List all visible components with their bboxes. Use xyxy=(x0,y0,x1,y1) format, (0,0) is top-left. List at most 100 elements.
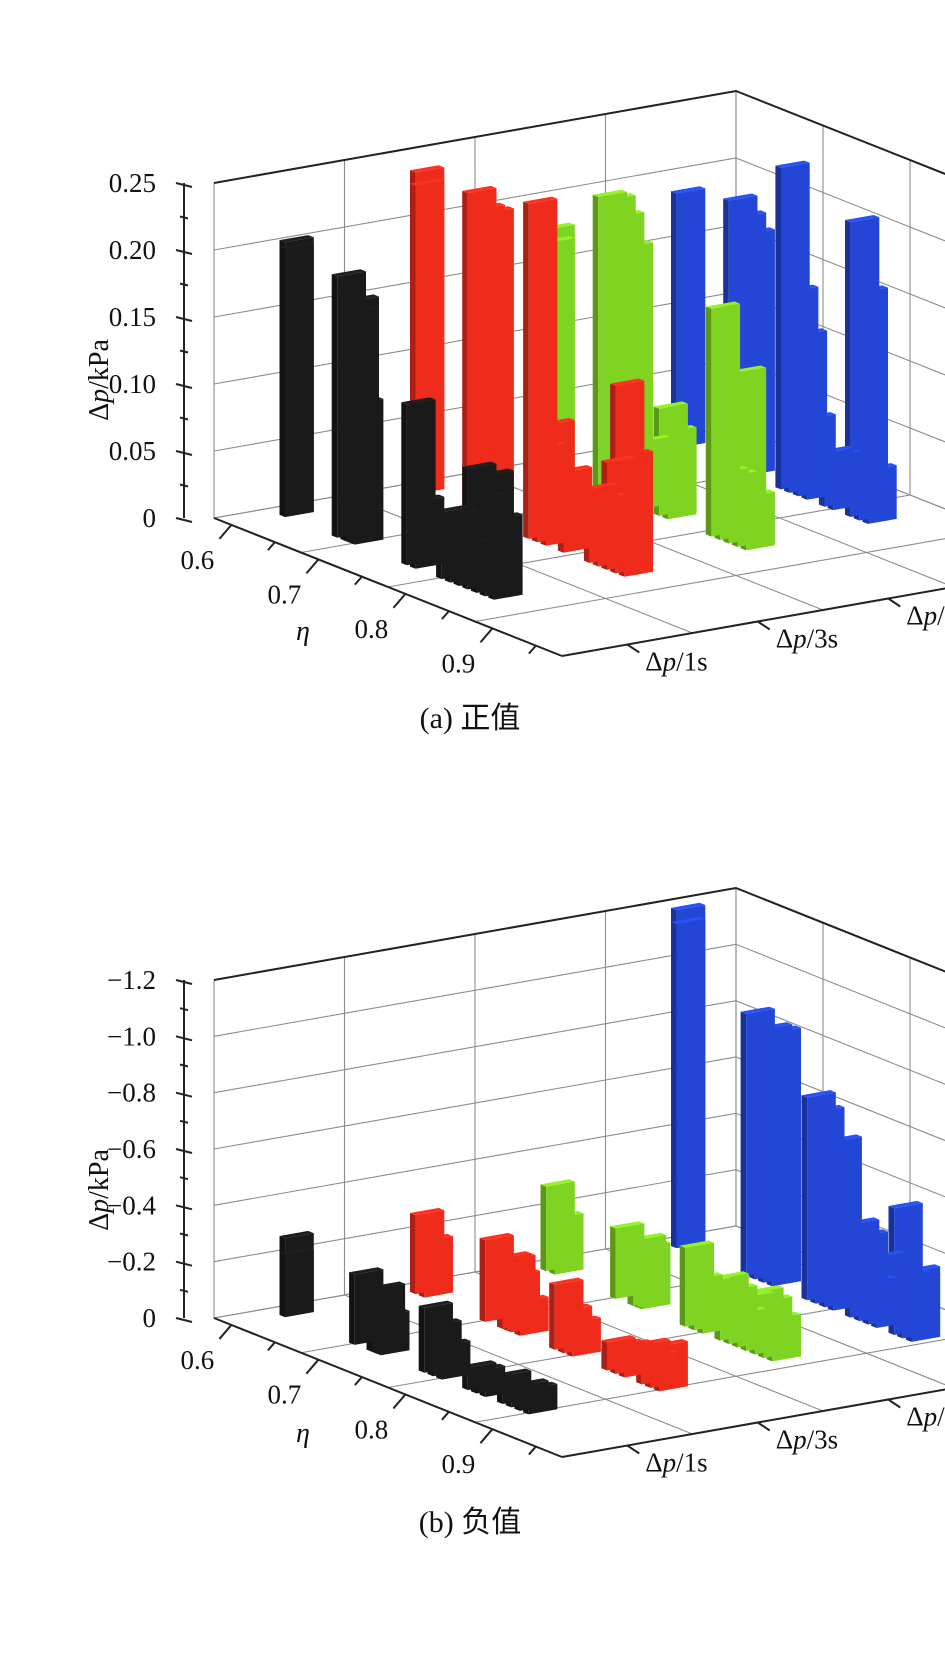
grid-line-z xyxy=(213,90,945,184)
bars xyxy=(279,902,941,1415)
z-minor-tick xyxy=(179,1232,189,1237)
bar-face-front xyxy=(349,1272,355,1345)
series-label-delta: Δ xyxy=(776,624,793,654)
z-minor-tick xyxy=(179,349,189,354)
bar-face-top xyxy=(410,1207,445,1216)
bar-face-side xyxy=(607,1337,636,1371)
bar-face-top xyxy=(279,1230,314,1239)
z-tick-mark xyxy=(175,450,193,456)
bar-face-side xyxy=(424,1302,453,1373)
bar-face-side xyxy=(285,1250,314,1318)
series-label-window: /10s xyxy=(937,1402,945,1432)
z-tick-label: 0.15 xyxy=(109,302,156,332)
bar-face-top xyxy=(705,301,741,309)
bar-face-top xyxy=(610,378,645,386)
grid-line-z xyxy=(213,224,945,318)
z-tick-mark xyxy=(175,249,193,255)
z-tick-label: 0 xyxy=(143,1303,157,1333)
x-minor-tick xyxy=(354,575,363,586)
z-title-delta: Δ xyxy=(84,1213,115,1231)
z-minor-tick xyxy=(179,1119,189,1124)
z-tick-mark xyxy=(175,182,193,188)
bar-face-side xyxy=(746,1008,775,1276)
series-label-p: p xyxy=(791,624,807,654)
bar-face-front xyxy=(540,1184,547,1272)
z-tick-label: 0.10 xyxy=(109,369,156,399)
panel-caption: (b) 负值 xyxy=(419,1506,521,1539)
bar-face-top xyxy=(410,165,445,173)
series-label-delta: Δ xyxy=(645,1448,662,1478)
bar-face-front xyxy=(410,1213,416,1295)
x-tick-label: 0.6 xyxy=(181,545,215,575)
bar-face-front xyxy=(671,191,677,448)
z-tick-label: −0.4 xyxy=(107,1190,156,1220)
bar-face-top xyxy=(845,215,880,223)
x-tick-label: 0.7 xyxy=(268,1380,302,1410)
bar-dp_10s xyxy=(610,1221,645,1299)
bar-face-top xyxy=(410,178,445,186)
z-tick-label: 0 xyxy=(143,503,157,533)
bar-dp_60s xyxy=(740,1006,775,1276)
z-title-p: p xyxy=(84,389,115,405)
x-minor-tick xyxy=(267,541,276,551)
bar-dp_3s xyxy=(462,185,497,515)
floor-grid-line xyxy=(561,1388,945,1458)
bar-face-front xyxy=(592,194,599,492)
bar-dp_3s xyxy=(601,1335,636,1371)
x-minor-tick xyxy=(267,1341,276,1351)
x-axis-title: η xyxy=(296,1418,310,1449)
bar-face-front xyxy=(671,922,677,1249)
z-minor-tick xyxy=(179,1063,189,1068)
series-tick-mark xyxy=(626,1444,640,1455)
bar-face-top xyxy=(610,1221,645,1229)
bar-face-front xyxy=(679,1245,686,1327)
bar-face-front xyxy=(740,1011,747,1276)
z-tick-mark xyxy=(175,979,193,985)
z-tick-mark xyxy=(175,316,193,322)
bar-face-side xyxy=(354,1269,384,1345)
bar-face-front xyxy=(601,1340,607,1371)
x-axis: 0.6 0.7 0.8 0.9 η xyxy=(181,517,563,678)
series-tick-mark xyxy=(757,1421,771,1432)
z-minor-tick xyxy=(179,1007,189,1012)
bar-face-top xyxy=(462,1360,497,1368)
z-axis-title: Δp/kPa xyxy=(84,1149,115,1231)
z-axis: 0 0.05 0.10 0.15 0.20 0.25 Δp/kPa xyxy=(84,168,193,533)
z-minor-tick xyxy=(179,483,189,488)
bar-face-top xyxy=(462,461,497,469)
series-tick-mark xyxy=(887,1398,901,1409)
bar-face-front xyxy=(523,201,529,539)
x-tick-mark xyxy=(479,627,494,644)
z-tick-mark xyxy=(175,1148,193,1154)
z-tick-mark xyxy=(175,1035,193,1042)
z-tick-mark xyxy=(175,517,193,523)
bar-face-top xyxy=(592,189,627,197)
bar-face-side xyxy=(485,1235,514,1322)
bar-face-front xyxy=(705,306,712,537)
bar-face-front xyxy=(845,220,851,517)
series-tick-label: Δp/3s xyxy=(776,624,838,654)
x-axis-line xyxy=(213,1317,563,1458)
z-title-delta: Δ xyxy=(84,403,115,421)
bar-face-top xyxy=(279,1247,314,1256)
x-tick-mark xyxy=(479,1428,494,1444)
axes-top-edge xyxy=(213,89,945,184)
x-minor-tick xyxy=(528,1445,537,1456)
bar-face-front xyxy=(418,1305,425,1373)
z-tick-mark xyxy=(175,1317,193,1323)
bar-face-top xyxy=(279,235,314,243)
bar-face-side xyxy=(850,217,880,517)
bar-face-top xyxy=(888,1200,923,1209)
bar-face-side xyxy=(589,484,619,563)
series-label-p: p xyxy=(661,1448,677,1478)
bar-face-side xyxy=(685,1242,714,1327)
x-minor-tick xyxy=(441,1411,450,1421)
series-tick-label: Δp/10s xyxy=(906,601,945,631)
series-tick-label: Δp/1s xyxy=(645,647,707,677)
bar-face-top xyxy=(679,1240,714,1248)
z-tick-label: −0.2 xyxy=(107,1247,156,1277)
bar-face-side xyxy=(615,1223,645,1299)
bar-face-top xyxy=(401,397,436,405)
bar-face-front xyxy=(479,1238,486,1322)
series-tick-label: Δp/3s xyxy=(776,1425,838,1455)
